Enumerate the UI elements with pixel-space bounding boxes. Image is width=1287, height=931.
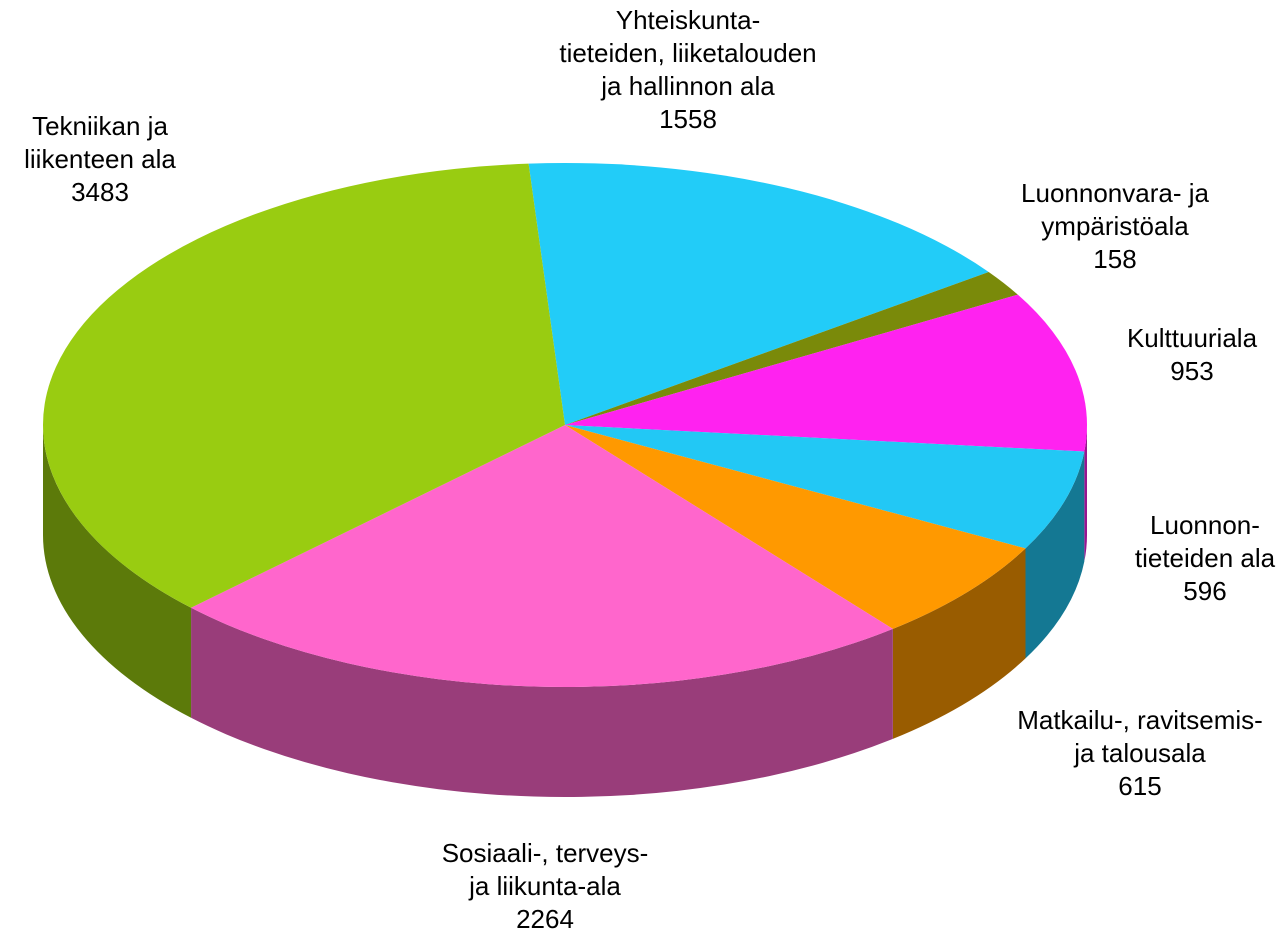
slice-label: ympäristöala xyxy=(1041,211,1189,241)
slice-side xyxy=(892,548,1026,739)
slice-label: Kulttuuriala xyxy=(1127,323,1258,353)
value-label: 158 xyxy=(1093,244,1136,274)
value-label: 3483 xyxy=(71,177,129,207)
slice-label: tieteiden ala xyxy=(1135,543,1276,573)
slice-label: Matkailu-, ravitsemis- xyxy=(1017,705,1263,735)
value-label: 1558 xyxy=(659,104,717,134)
slice-label: tieteiden, liiketalouden xyxy=(559,38,816,68)
slice-label: ja hallinnon ala xyxy=(600,71,775,101)
slice-label: Tekniikan ja xyxy=(32,111,168,141)
slice-label: liikenteen ala xyxy=(24,144,176,174)
value-label: 596 xyxy=(1183,576,1226,606)
slice-label: Luonnon- xyxy=(1150,510,1260,540)
slice xyxy=(565,425,1085,549)
slice-label: Yhteiskunta- xyxy=(616,5,761,35)
slice xyxy=(191,425,893,687)
slice-label: Sosiaali-, terveys- xyxy=(442,838,649,868)
slice xyxy=(528,162,989,425)
value-label: 615 xyxy=(1118,771,1161,801)
slice xyxy=(565,271,1018,425)
slice-label: ja liikunta-ala xyxy=(468,871,621,901)
value-label: 2264 xyxy=(516,904,574,931)
slice-side xyxy=(42,425,192,718)
slice-label: Luonnonvara- ja xyxy=(1021,178,1209,208)
slice xyxy=(565,425,1026,629)
value-label: 953 xyxy=(1170,356,1213,386)
slice-label: ja talousala xyxy=(1073,738,1206,768)
slice-side xyxy=(191,607,893,797)
slice xyxy=(42,163,565,608)
slice-side xyxy=(1084,425,1087,562)
slice-side xyxy=(1025,451,1085,659)
slice xyxy=(565,294,1087,452)
